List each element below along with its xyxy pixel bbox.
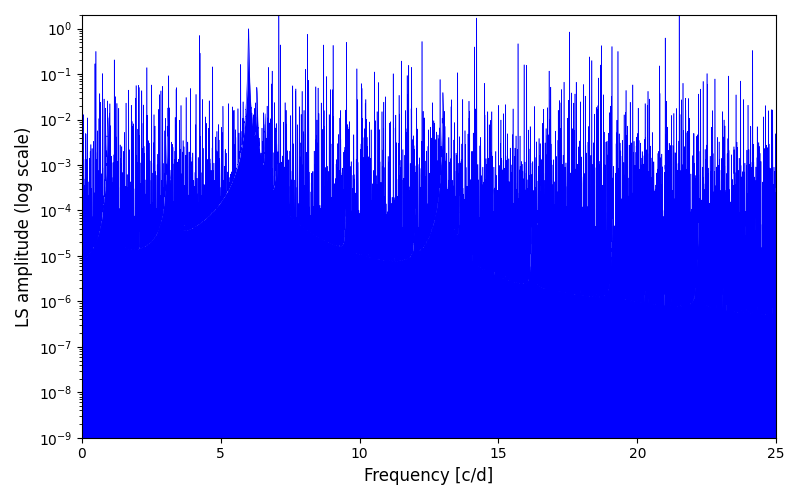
X-axis label: Frequency [c/d]: Frequency [c/d]	[364, 467, 494, 485]
Y-axis label: LS amplitude (log scale): LS amplitude (log scale)	[15, 126, 33, 326]
